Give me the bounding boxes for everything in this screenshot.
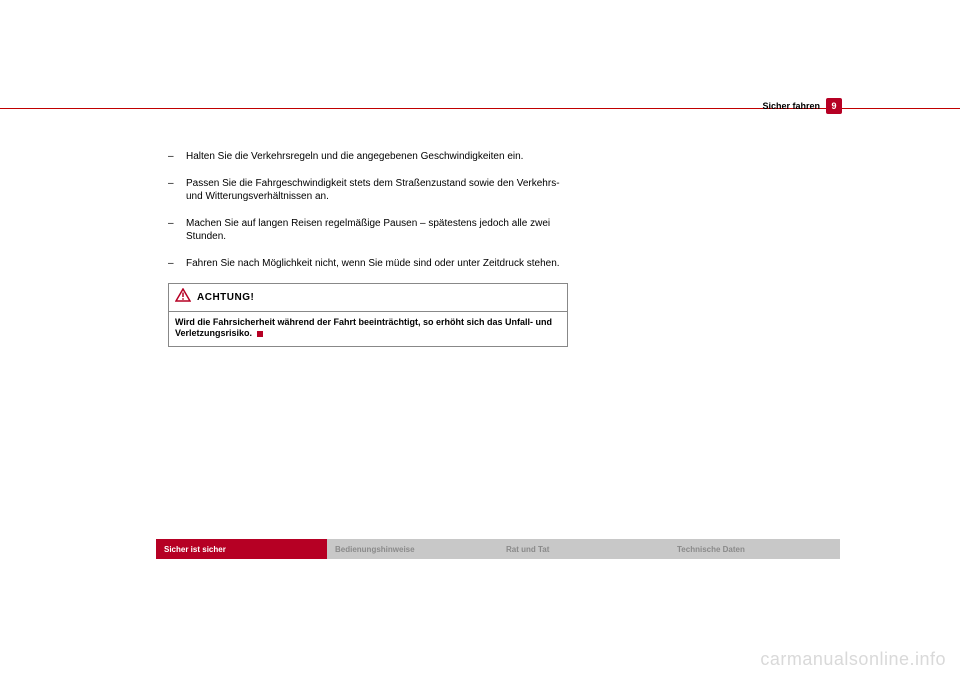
- header-right: Sicher fahren 9: [762, 98, 842, 114]
- warning-body-text: Wird die Fahrsicherheit während der Fahr…: [175, 317, 552, 339]
- watermark-text: carmanualsonline.info: [760, 649, 946, 670]
- warning-box: ACHTUNG! Wird die Fahrsicherheit während…: [168, 283, 568, 347]
- warning-header: ACHTUNG!: [169, 284, 567, 312]
- page-number-badge: 9: [826, 98, 842, 114]
- list-item: – Halten Sie die Verkehrsregeln und die …: [168, 150, 568, 164]
- tab-label: Bedienungshinweise: [335, 545, 415, 554]
- tab-sicher-ist-sicher[interactable]: Sicher ist sicher: [156, 539, 327, 559]
- list-item: – Passen Sie die Fahrgeschwindigkeit ste…: [168, 177, 568, 204]
- list-item: – Machen Sie auf langen Reisen regelmäßi…: [168, 217, 568, 244]
- dash-icon: –: [168, 150, 186, 164]
- dash-icon: –: [168, 257, 186, 271]
- tab-bedienungshinweise[interactable]: Bedienungshinweise: [327, 539, 498, 559]
- header-title: Sicher fahren: [762, 101, 820, 111]
- tab-rat-und-tat[interactable]: Rat und Tat: [498, 539, 669, 559]
- list-item: – Fahren Sie nach Möglichkeit nicht, wen…: [168, 257, 568, 271]
- dash-icon: –: [168, 177, 186, 204]
- dash-icon: –: [168, 217, 186, 244]
- warning-body: Wird die Fahrsicherheit während der Fahr…: [169, 312, 567, 346]
- bullet-text: Fahren Sie nach Möglichkeit nicht, wenn …: [186, 257, 568, 271]
- footer-tabs: Sicher ist sicher Bedienungshinweise Rat…: [156, 539, 840, 559]
- page-header: Sicher fahren 9: [0, 108, 960, 109]
- warning-label: ACHTUNG!: [197, 291, 254, 305]
- end-square-icon: [257, 331, 263, 337]
- tab-label: Sicher ist sicher: [164, 545, 226, 554]
- tab-technische-daten[interactable]: Technische Daten: [669, 539, 840, 559]
- bullet-text: Passen Sie die Fahrgeschwindigkeit stets…: [186, 177, 568, 204]
- bullet-text: Halten Sie die Verkehrsregeln und die an…: [186, 150, 568, 164]
- page: Sicher fahren 9 – Halten Sie die Verkehr…: [0, 0, 960, 678]
- bullet-text: Machen Sie auf langen Reisen regelmäßige…: [186, 217, 568, 244]
- tab-label: Rat und Tat: [506, 545, 549, 554]
- content-column: – Halten Sie die Verkehrsregeln und die …: [168, 150, 568, 347]
- warning-icon: [175, 288, 197, 307]
- tab-label: Technische Daten: [677, 545, 745, 554]
